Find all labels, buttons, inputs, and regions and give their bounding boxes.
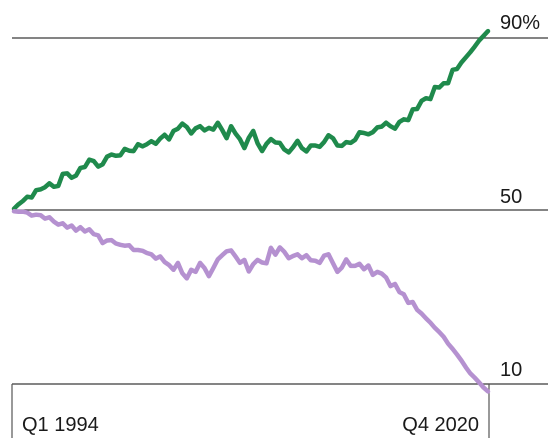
y-tick-label-90: 90% — [500, 12, 540, 34]
y-tick-label-50: 50 — [500, 186, 522, 208]
x-tick-label-start: Q1 1994 — [22, 414, 99, 436]
series-line-green — [11, 28, 491, 211]
x-tick-label-end: Q4 2020 — [402, 414, 479, 436]
series-line-purple — [11, 209, 491, 394]
y-tick-label-10: 10 — [500, 359, 522, 381]
